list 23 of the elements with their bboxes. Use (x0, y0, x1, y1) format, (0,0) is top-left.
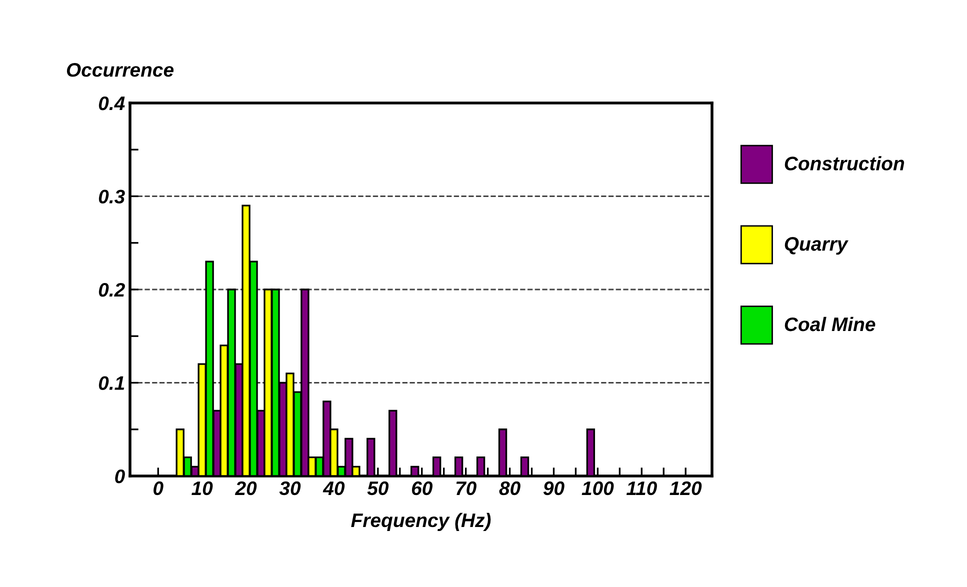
x-tick-label: 20 (234, 481, 257, 496)
x-tick-label: 30 (279, 481, 301, 496)
legend-label: Coal Mine (784, 316, 876, 332)
y-tick-label: 0.2 (98, 282, 125, 297)
x-tick-label: 0 (154, 481, 164, 496)
y-tick-label: 0.1 (98, 376, 124, 390)
y-tick-label: 0.4 (98, 96, 125, 110)
y-axis-title: Occurrence (66, 63, 174, 77)
x-axis-title: Frequency (Hz) (351, 512, 491, 531)
x-tick-label: 80 (499, 481, 520, 496)
x-tick-label: 50 (367, 481, 389, 496)
y-tick-label: 0 (115, 469, 125, 484)
x-tick-label: 100 (582, 481, 614, 496)
x-tick-label: 10 (192, 481, 213, 496)
x-tick-label: 40 (322, 481, 345, 496)
x-tick-label: 110 (626, 481, 657, 496)
legend-label: Quarry (784, 237, 848, 255)
x-tick-label: 70 (456, 481, 476, 496)
x-tick-label: 60 (412, 481, 433, 496)
y-tick-label: 0.3 (98, 190, 125, 204)
x-tick-label: 120 (670, 481, 702, 496)
legend-label: Construction (784, 156, 904, 170)
x-tick-label: 90 (543, 481, 564, 496)
